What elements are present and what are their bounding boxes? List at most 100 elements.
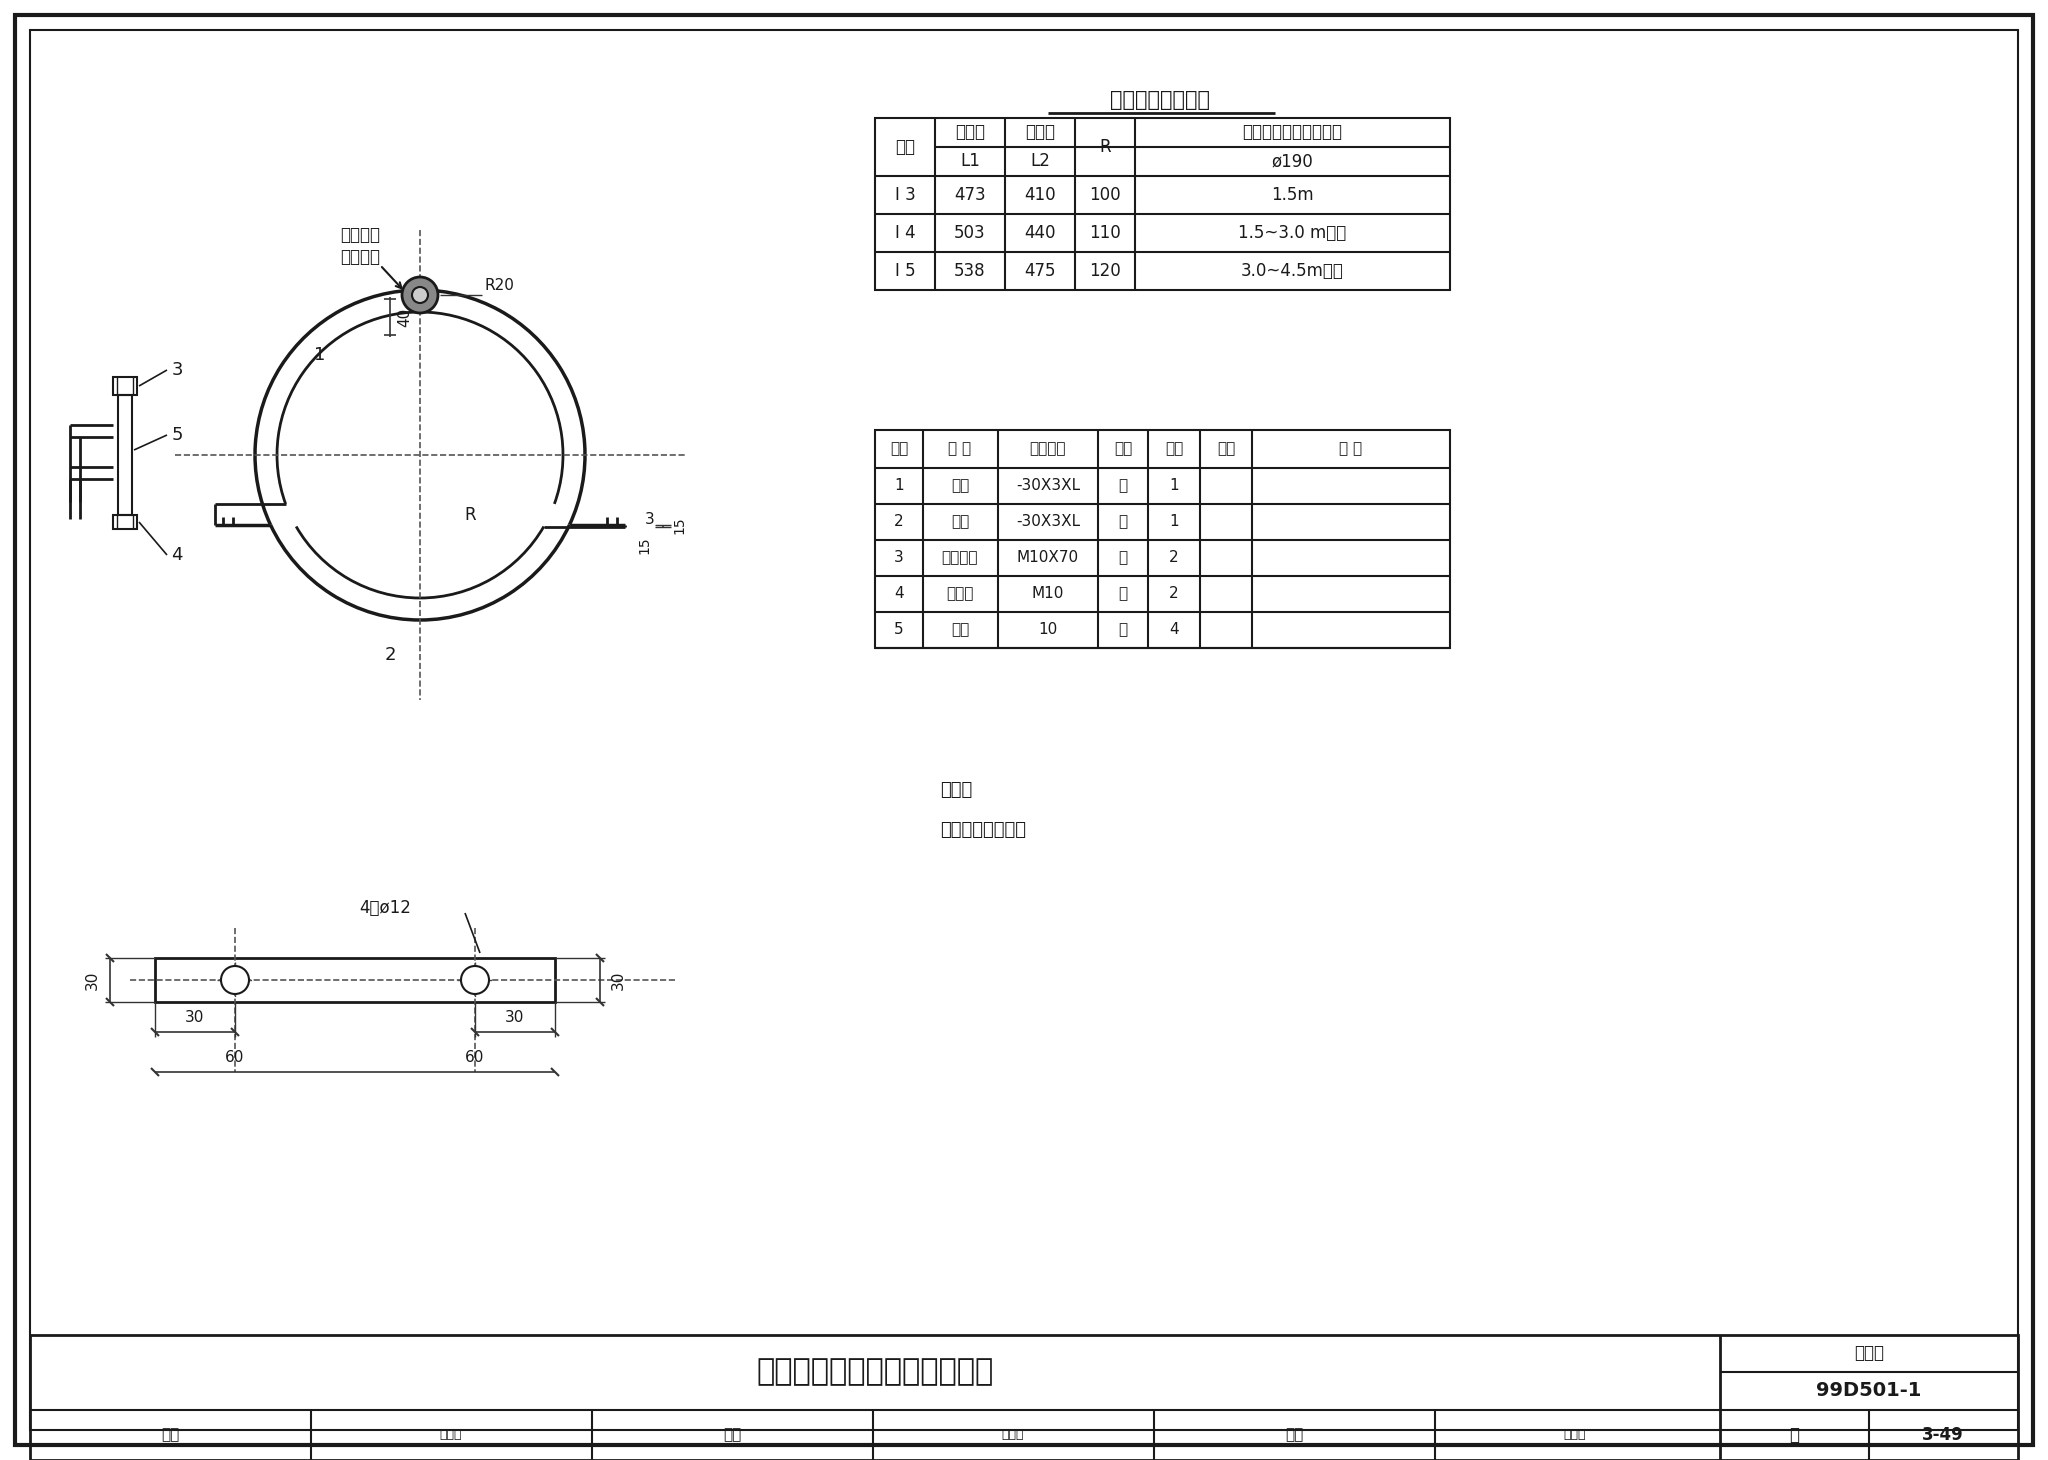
Text: 块: 块 <box>1118 514 1128 530</box>
Text: 473: 473 <box>954 185 985 204</box>
Text: 扁钢: 扁钢 <box>950 514 969 530</box>
Bar <box>113 515 137 529</box>
Text: 零件均应热镀锌．: 零件均应热镀锌． <box>940 821 1026 840</box>
Text: 60: 60 <box>465 1051 485 1066</box>
Text: 3.0~4.5m以内: 3.0~4.5m以内 <box>1241 261 1343 280</box>
Text: 30: 30 <box>84 971 100 990</box>
Text: 审核: 审核 <box>162 1428 178 1442</box>
Text: 个: 个 <box>1118 622 1128 638</box>
Text: 410: 410 <box>1024 185 1057 204</box>
Bar <box>31 1334 2017 1460</box>
Text: -30X3XL: -30X3XL <box>1016 479 1079 493</box>
Text: 60: 60 <box>225 1051 244 1066</box>
Text: 10: 10 <box>1038 622 1057 638</box>
Text: 2: 2 <box>385 645 395 664</box>
Text: 3: 3 <box>172 361 182 380</box>
Text: 538: 538 <box>954 261 985 280</box>
Text: 扁钢: 扁钢 <box>950 479 969 493</box>
Text: 下料长: 下料长 <box>954 123 985 142</box>
Text: 2: 2 <box>1169 587 1180 602</box>
Text: 30: 30 <box>184 1010 205 1025</box>
Text: 数量: 数量 <box>1165 441 1184 457</box>
Text: 页次: 页次 <box>1217 441 1235 457</box>
Bar <box>874 431 1450 648</box>
Text: 方头螺栓: 方头螺栓 <box>942 550 979 565</box>
Text: 设计: 设计 <box>1284 1428 1303 1442</box>
Text: 15: 15 <box>672 517 686 534</box>
Text: I 3: I 3 <box>895 185 915 204</box>
Text: I 4: I 4 <box>895 223 915 242</box>
Text: M10: M10 <box>1032 587 1065 602</box>
Text: L2: L2 <box>1030 152 1051 169</box>
Text: 30: 30 <box>610 971 625 990</box>
Circle shape <box>412 288 428 304</box>
Text: 附注：: 附注： <box>940 781 973 799</box>
Text: 3: 3 <box>645 512 655 527</box>
Text: R: R <box>465 507 475 524</box>
Text: 2: 2 <box>1169 550 1180 565</box>
Text: 5: 5 <box>895 622 903 638</box>
Text: 符号名: 符号名 <box>1001 1428 1024 1441</box>
Text: 电杆梢径及距杆顶距离: 电杆梢径及距杆顶距离 <box>1241 123 1341 142</box>
Text: 校对: 校对 <box>723 1428 741 1442</box>
Text: 个: 个 <box>1118 550 1128 565</box>
Text: 503: 503 <box>954 223 985 242</box>
Text: 型号: 型号 <box>895 139 915 156</box>
Text: ø190: ø190 <box>1272 152 1313 169</box>
Circle shape <box>461 967 489 994</box>
Text: I 5: I 5 <box>895 261 915 280</box>
Bar <box>874 118 1450 291</box>
Text: 475: 475 <box>1024 261 1057 280</box>
Text: 1.5~3.0 m以内: 1.5~3.0 m以内 <box>1237 223 1346 242</box>
Text: 5: 5 <box>172 426 182 444</box>
Text: 4: 4 <box>895 587 903 602</box>
Text: 邪卡州: 邪卡州 <box>1565 1428 1587 1441</box>
Bar <box>113 377 137 396</box>
Text: 或接地线: 或接地线 <box>340 248 381 266</box>
Text: 型号规格: 型号规格 <box>1030 441 1067 457</box>
Text: 汪迓收: 汪迓收 <box>440 1428 463 1441</box>
Text: 120: 120 <box>1090 261 1120 280</box>
Text: 方螺母: 方螺母 <box>946 587 973 602</box>
Text: 编号: 编号 <box>891 441 907 457</box>
Text: 99D501-1: 99D501-1 <box>1817 1381 1921 1400</box>
Text: 1: 1 <box>1169 514 1180 530</box>
Text: 图集号: 图集号 <box>1853 1345 1884 1362</box>
Bar <box>156 958 555 1002</box>
Circle shape <box>401 277 438 312</box>
Text: 4: 4 <box>1169 622 1180 638</box>
Circle shape <box>221 967 250 994</box>
Text: 接地抱箍适用范围: 接地抱箍适用范围 <box>1110 91 1210 110</box>
Text: 电缆或接地引下线抱箍制造图: 电缆或接地引下线抱箍制造图 <box>756 1358 993 1387</box>
Text: 照明电缆: 照明电缆 <box>340 226 381 244</box>
Text: 4: 4 <box>172 546 182 564</box>
Text: M10X70: M10X70 <box>1018 550 1079 565</box>
Text: 名 称: 名 称 <box>948 441 971 457</box>
Text: L1: L1 <box>961 152 979 169</box>
Text: 1: 1 <box>1169 479 1180 493</box>
Text: 备 注: 备 注 <box>1339 441 1362 457</box>
Text: 110: 110 <box>1090 223 1120 242</box>
Text: R20: R20 <box>485 277 514 292</box>
Text: 15: 15 <box>637 536 651 553</box>
Text: 100: 100 <box>1090 185 1120 204</box>
Text: 2: 2 <box>895 514 903 530</box>
Text: 440: 440 <box>1024 223 1057 242</box>
Text: 下料长: 下料长 <box>1024 123 1055 142</box>
Text: 块: 块 <box>1118 479 1128 493</box>
Text: 40: 40 <box>397 308 412 327</box>
Text: 垫图: 垫图 <box>950 622 969 638</box>
Text: 个: 个 <box>1118 587 1128 602</box>
Text: 1.5m: 1.5m <box>1270 185 1313 204</box>
Text: 3-49: 3-49 <box>1923 1426 1964 1444</box>
Text: 1: 1 <box>313 346 326 364</box>
Text: 页: 页 <box>1790 1426 1798 1444</box>
Text: 4－ø12: 4－ø12 <box>358 899 412 917</box>
Text: R: R <box>1100 139 1110 156</box>
Text: 3: 3 <box>895 550 903 565</box>
Text: 1: 1 <box>895 479 903 493</box>
Text: 单位: 单位 <box>1114 441 1133 457</box>
Text: 30: 30 <box>506 1010 524 1025</box>
Text: -30X3XL: -30X3XL <box>1016 514 1079 530</box>
Bar <box>119 396 131 515</box>
